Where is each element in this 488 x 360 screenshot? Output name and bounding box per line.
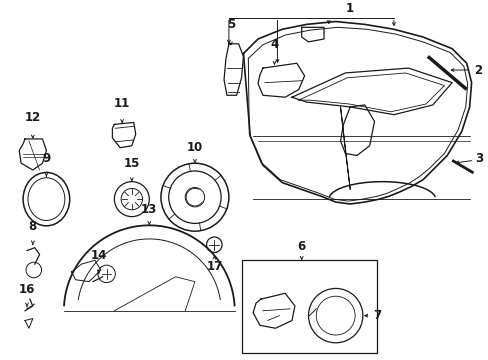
Text: 2: 2 (473, 63, 482, 77)
Text: 15: 15 (123, 157, 140, 170)
Text: 16: 16 (19, 283, 35, 296)
Text: 10: 10 (186, 140, 203, 153)
Text: 14: 14 (90, 249, 107, 262)
Text: 7: 7 (373, 309, 381, 322)
Text: 17: 17 (206, 260, 222, 273)
Text: 8: 8 (29, 220, 37, 233)
Text: 11: 11 (114, 97, 130, 110)
Text: 13: 13 (141, 203, 157, 216)
Text: 1: 1 (346, 2, 354, 15)
Text: 9: 9 (42, 152, 50, 165)
Text: 12: 12 (24, 111, 41, 125)
Text: 3: 3 (474, 152, 483, 165)
Text: 5: 5 (226, 18, 235, 31)
Text: 4: 4 (270, 37, 278, 51)
Text: 6: 6 (297, 239, 305, 252)
